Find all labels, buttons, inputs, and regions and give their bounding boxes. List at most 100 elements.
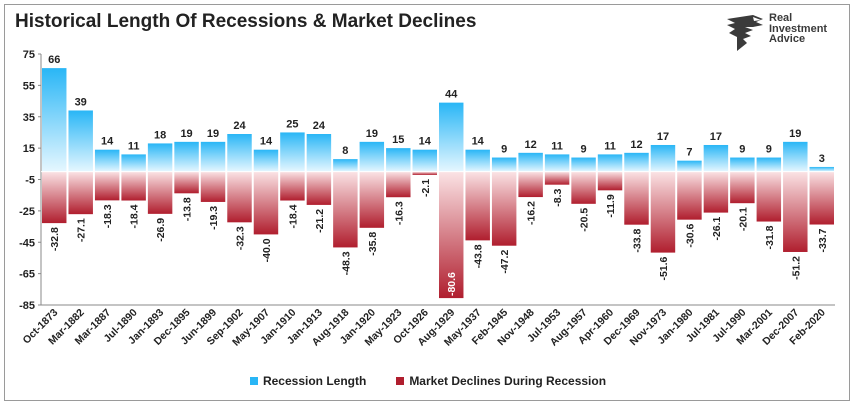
y-tick-label: 35: [23, 112, 35, 124]
y-tick-label: -5: [25, 175, 35, 187]
decline-value-label: -19.3: [208, 206, 220, 230]
recession-value-label: 39: [75, 96, 87, 108]
recession-value-label: 9: [581, 144, 587, 156]
decline-value-label: -18.3: [102, 204, 114, 228]
logo-line-1: Real: [769, 12, 793, 24]
legend-item-decline: Market Declines During Recession: [396, 374, 606, 388]
decline-bar: [174, 171, 199, 194]
recession-bar: [200, 141, 226, 172]
recession-bar: [386, 148, 411, 172]
decline-value-label: -31.8: [764, 225, 776, 249]
decline-bar: [200, 171, 226, 202]
decline-value-label: -47.2: [499, 250, 511, 274]
decline-value-label: -26.1: [711, 216, 723, 240]
recession-value-label: 14: [472, 136, 485, 148]
recession-value-label: 14: [419, 136, 432, 148]
decline-value-label: -18.4: [129, 204, 141, 228]
decline-bar: [412, 171, 437, 175]
decline-bar: [94, 171, 120, 201]
recession-value-label: 12: [630, 139, 642, 151]
recession-bar: [94, 149, 120, 172]
decline-bar: [306, 171, 332, 205]
recession-value-label: 24: [313, 120, 326, 132]
y-tick-label: -45: [19, 237, 35, 249]
decline-value-label: -32.3: [235, 226, 247, 250]
y-tick-label: 15: [23, 143, 35, 155]
recession-value-label: 12: [525, 139, 537, 151]
recession-value-label: 24: [233, 120, 246, 132]
recession-value-label: 11: [604, 140, 616, 152]
decline-bar: [544, 171, 570, 185]
legend-item-recession: Recession Length: [249, 374, 366, 388]
decline-value-label: -33.7: [817, 228, 829, 252]
decline-bar: [809, 171, 834, 225]
decline-value-label: -20.1: [737, 207, 749, 231]
y-tick-label: -65: [19, 269, 35, 281]
legend-swatch-decline: [396, 377, 405, 385]
decline-value-label: -21.2: [314, 209, 326, 233]
decline-bar: [783, 171, 808, 252]
legend-swatch-recession: [249, 377, 258, 385]
recession-bar: [571, 157, 596, 172]
recession-bar: [783, 141, 808, 172]
recession-bar: [306, 134, 332, 172]
recession-value-label: 14: [260, 136, 273, 148]
recession-bar: [412, 149, 437, 172]
decline-value-label: -40.0: [261, 238, 273, 262]
recession-value-label: 3: [819, 153, 825, 165]
y-tick-label: 75: [23, 49, 35, 61]
logo-line-3: Advice: [769, 33, 806, 45]
decline-value-label: -27.1: [76, 218, 88, 242]
decline-value-label: -16.2: [526, 201, 538, 225]
recession-value-label: 18: [154, 129, 166, 141]
decline-bar: [518, 171, 543, 198]
recession-value-label: 25: [286, 118, 298, 130]
decline-bar: [491, 171, 517, 246]
recession-value-label: 9: [766, 144, 772, 156]
recession-bar: [756, 157, 782, 172]
recession-value-label: 9: [739, 144, 745, 156]
recession-bar: [650, 144, 676, 172]
decline-bar: [677, 171, 702, 220]
decline-bar: [147, 171, 173, 214]
decline-bar: [121, 171, 146, 201]
recession-bar: [730, 157, 755, 172]
recession-bar: [359, 141, 385, 172]
recession-value-label: 66: [48, 54, 60, 66]
recession-bar: [227, 134, 252, 172]
recession-value-label: 17: [657, 131, 669, 143]
decline-bar: [624, 171, 649, 225]
recession-bar: [597, 154, 623, 172]
decline-value-label: -18.4: [287, 204, 299, 228]
eagle-logo-icon: [727, 15, 763, 51]
decline-value-label: -35.8: [367, 232, 379, 256]
recession-value-label: 11: [128, 140, 140, 152]
recession-value-label: 44: [445, 89, 458, 101]
recession-bar: [518, 152, 543, 172]
decline-value-label: -20.5: [579, 208, 591, 232]
decline-value-label: -30.6: [684, 224, 696, 248]
y-tick-label: -25: [19, 206, 35, 218]
recession-value-label: 15: [392, 134, 404, 146]
decline-value-label: -13.8: [182, 197, 194, 221]
decline-value-label: -8.3: [552, 189, 564, 207]
decline-bar: [386, 171, 411, 198]
recession-value-label: 19: [180, 128, 192, 140]
decline-bar: [730, 171, 755, 204]
recession-bar: [677, 160, 702, 172]
decline-value-label: -51.2: [790, 256, 802, 280]
decline-bar: [253, 171, 279, 235]
recession-value-label: 19: [789, 128, 801, 140]
decline-bar: [68, 171, 93, 215]
recession-value-label: 7: [686, 147, 692, 159]
decline-bar: [703, 171, 729, 213]
decline-bar: [280, 171, 305, 201]
recession-value-label: 9: [501, 144, 507, 156]
decline-value-label: -32.8: [49, 227, 61, 251]
recession-bar: [253, 149, 279, 172]
recession-bar: [439, 102, 464, 172]
recession-bar: [703, 144, 729, 172]
legend-label-decline: Market Declines During Recession: [409, 374, 607, 388]
decline-value-label: -33.8: [632, 229, 644, 253]
logo-text: Real Investment Advice: [769, 13, 827, 45]
